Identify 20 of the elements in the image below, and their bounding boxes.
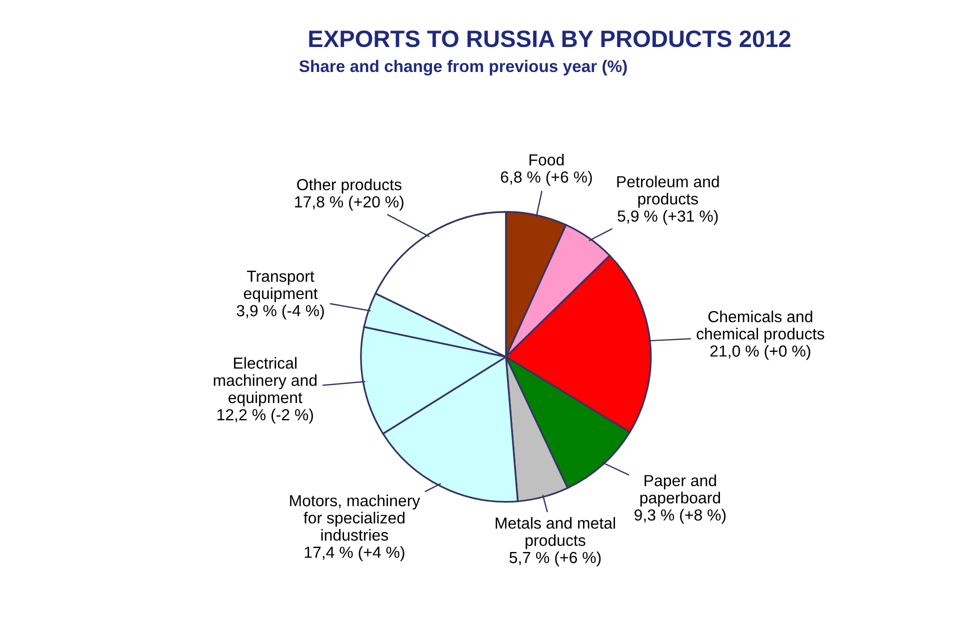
data-label: 17,4 % (+4 %) xyxy=(304,546,404,562)
chart-subtitle: Share and change from previous year (%) xyxy=(299,60,627,76)
slice-label: Transport equipment xyxy=(244,270,318,302)
slice-label: Petroleum and products xyxy=(617,176,719,208)
slice-label: Motors, machinery for specialized industries xyxy=(290,494,420,541)
data-label: 17,8 % (+20 %) xyxy=(295,196,404,211)
data-label: 6,8 % (+6 %) xyxy=(500,170,592,186)
chart-title: EXPORTS TO RUSSIA BY PRODUCTS 2012 xyxy=(309,30,790,48)
data-label: 21,0 % (+0 %) xyxy=(710,344,810,360)
data-label: 9,3 % (+8 %) xyxy=(634,508,726,524)
data-label: 5,9 % (+31 %) xyxy=(618,210,718,225)
data-label: 12,2 % (-2 %) xyxy=(218,408,313,424)
data-label: 5,7 % (+6 %) xyxy=(510,551,601,566)
data-label: 3,9 % (-4 %) xyxy=(236,304,324,320)
slice-label: Electrical machinery and equipment xyxy=(214,357,316,406)
slice-label: Other products xyxy=(297,178,402,194)
slice-label: Paper and paperboard xyxy=(640,474,720,507)
slice-label: Metals and metal products xyxy=(496,517,615,550)
slice-label: Chemicals and chemical products xyxy=(696,310,824,343)
slice-label: Food xyxy=(530,154,564,166)
